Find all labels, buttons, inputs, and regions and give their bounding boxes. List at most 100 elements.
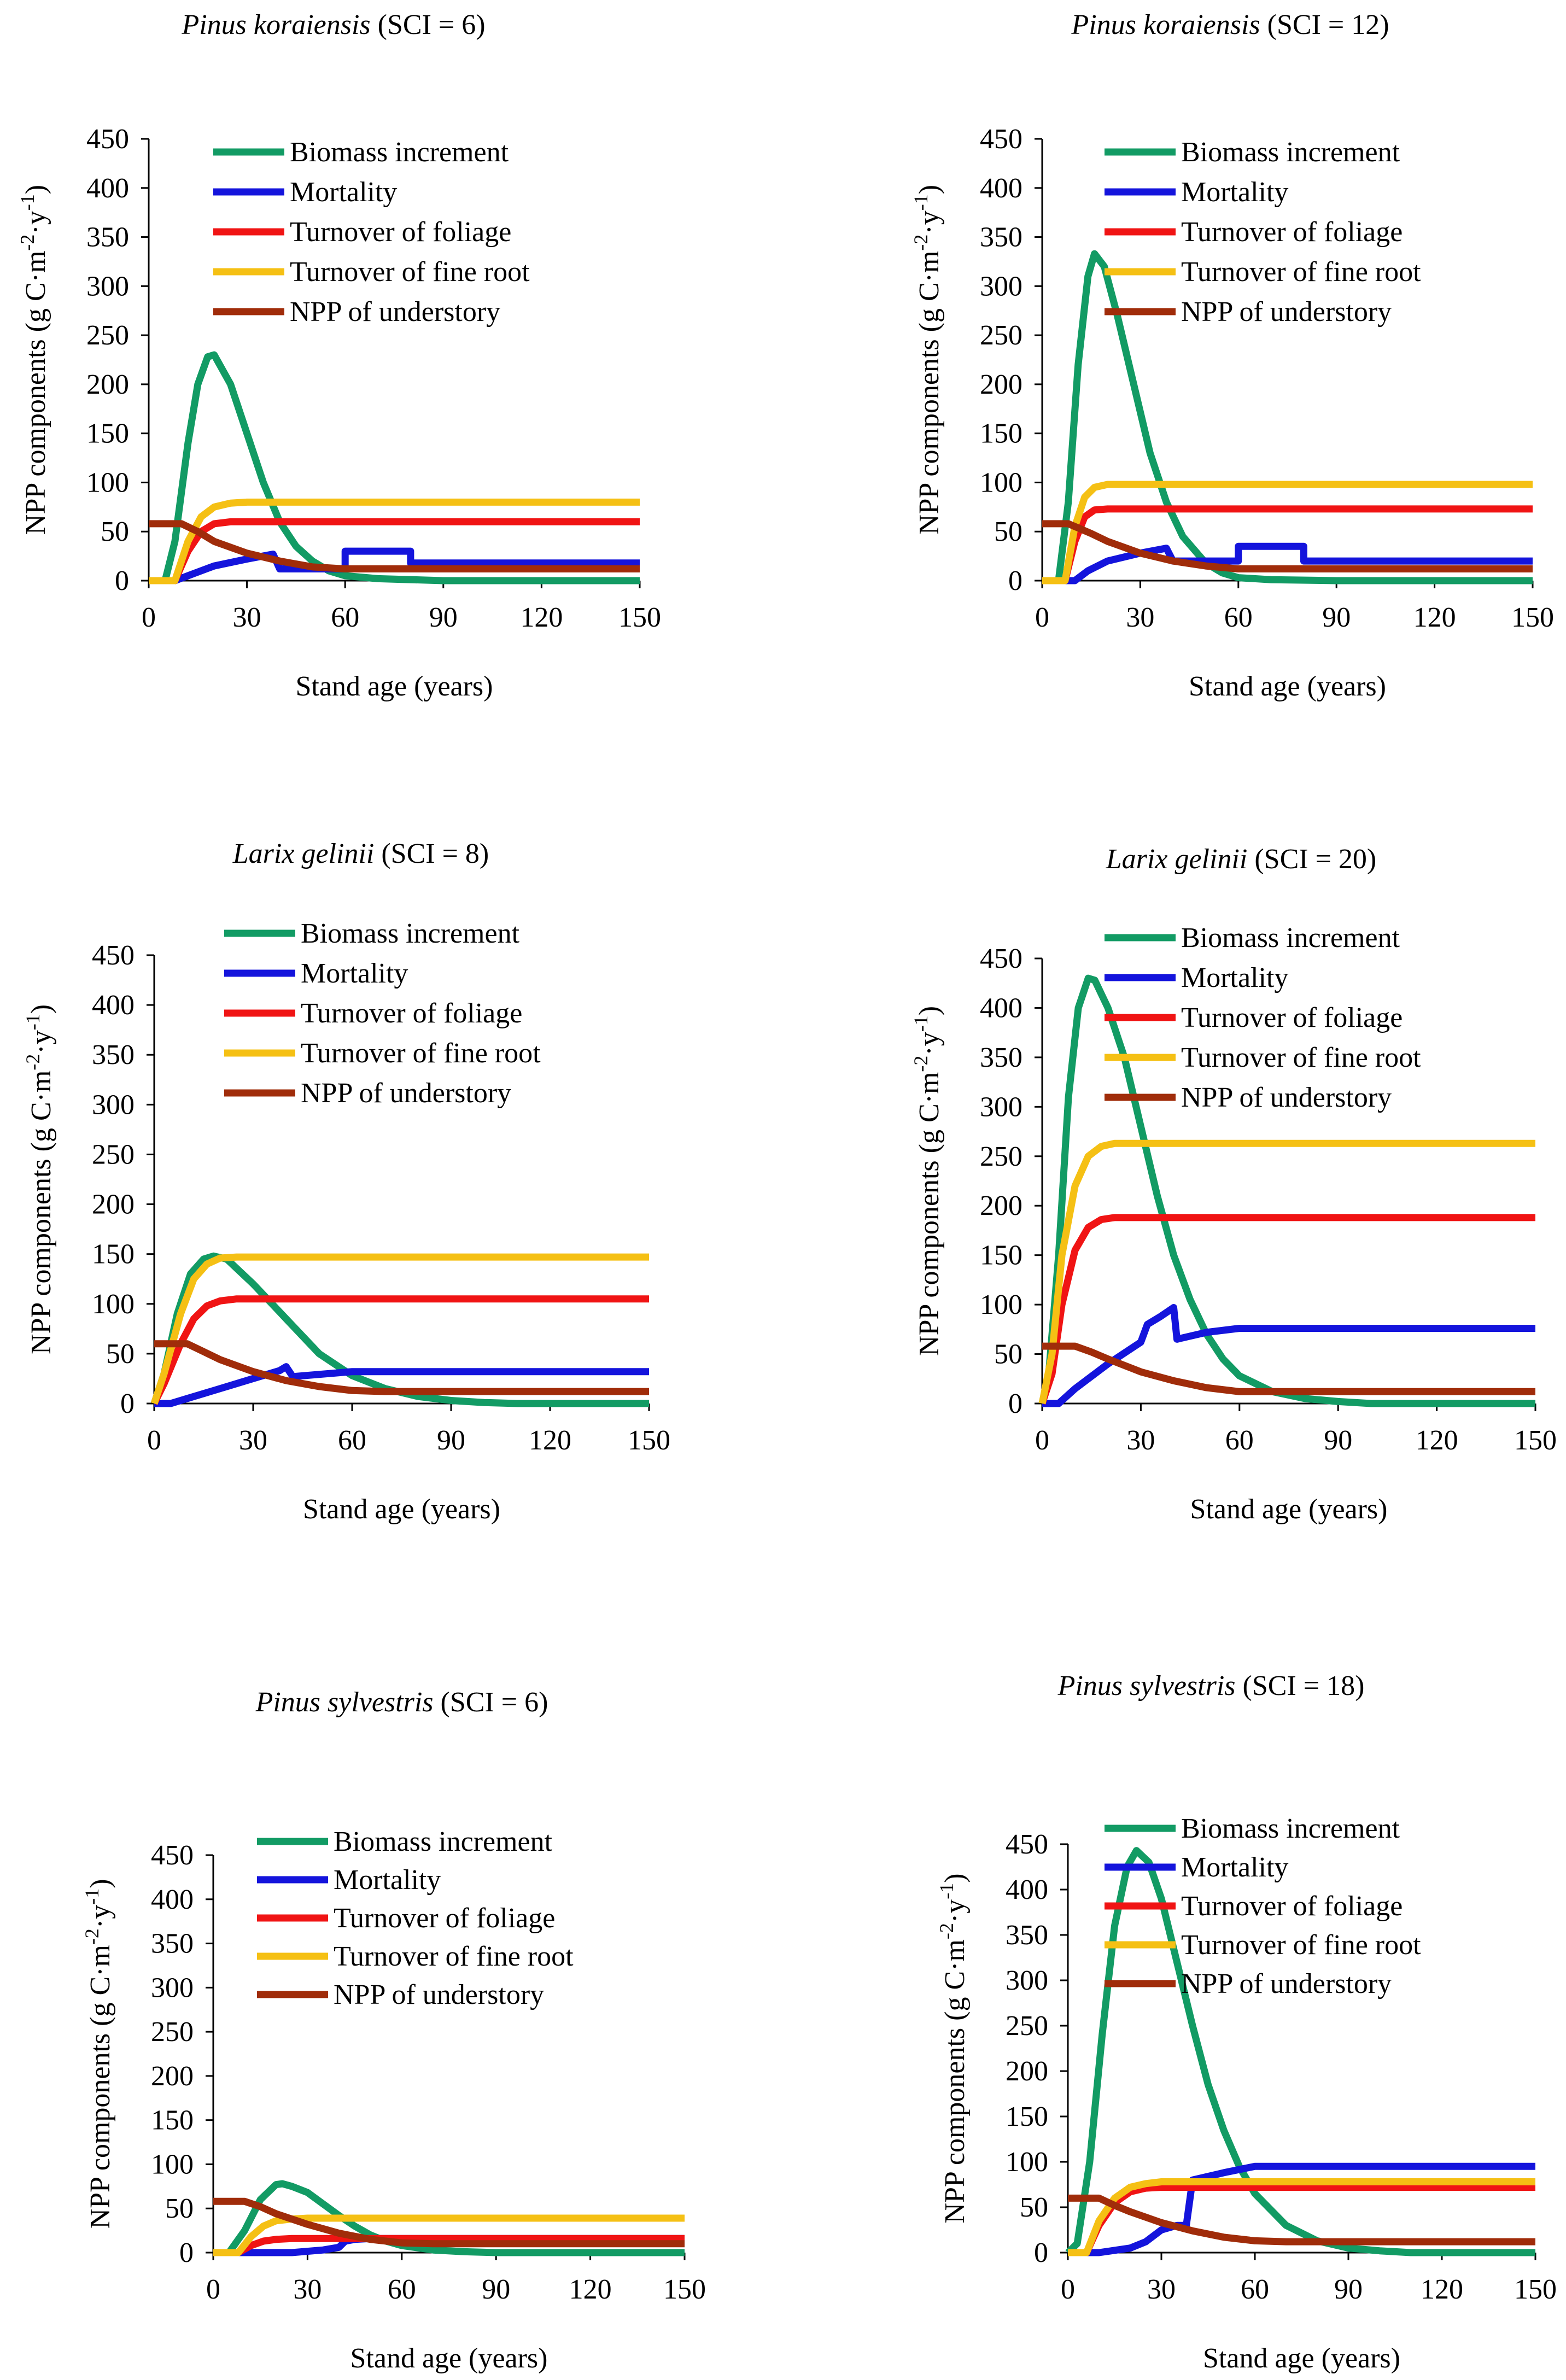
- y-tick-label: 300: [151, 1972, 194, 2003]
- y-axis-label-superscript: -2: [910, 1056, 932, 1072]
- y-tick-label: 400: [86, 173, 129, 204]
- y-tick-label: 100: [1006, 2147, 1048, 2178]
- chart-panel-5: Pinus sylvestris (SCI = 6) 0 50 100 150 200 25…: [81, 1687, 706, 2374]
- y-tick-label: 450: [151, 1840, 194, 1871]
- x-tick-label: 0: [1035, 602, 1049, 633]
- y-axis-label-unit: ): [914, 1006, 945, 1015]
- x-tick-label: 120: [520, 602, 563, 633]
- y-axis-label-superscript: -1: [81, 1888, 103, 1905]
- series-line-3: [1042, 481, 1533, 584]
- series-line-0: [1038, 974, 1535, 1407]
- x-tick-label: 90: [1322, 602, 1351, 633]
- x-axis-label: Stand age (years): [1190, 1494, 1388, 1525]
- y-axis-label-superscript: -1: [910, 1015, 932, 1032]
- y-tick-label: 200: [86, 369, 129, 400]
- chart-title-species: Pinus sylvestris: [1057, 1670, 1236, 1701]
- legend-label-2: Turnover of foliage: [1181, 217, 1403, 248]
- legend-label-1: Mortality: [334, 1864, 441, 1896]
- y-tick-label: 250: [1006, 2010, 1048, 2042]
- y-axis-label-superscript: -2: [910, 235, 932, 251]
- y-tick-label: 0: [179, 2237, 194, 2268]
- y-axis-label-main: NPP components: [26, 1151, 57, 1354]
- y-tick-label: 400: [92, 990, 135, 1021]
- series-line-4: [1042, 520, 1533, 572]
- series-line-4: [1042, 1342, 1535, 1395]
- x-tick-label: 0: [1035, 1425, 1049, 1456]
- y-tick-label: 0: [115, 565, 129, 597]
- y-tick-label: 50: [1020, 2192, 1048, 2223]
- y-tick-label: 150: [92, 1239, 135, 1270]
- y-tick-label: 200: [980, 1190, 1022, 1221]
- chart-title-species: Pinus sylvestris: [255, 1687, 434, 1718]
- x-tick-label: 0: [1061, 2274, 1075, 2305]
- y-tick-label: 200: [92, 1189, 135, 1220]
- y-axis-label-unit: (g C·m: [26, 1071, 57, 1152]
- x-tick-label: 150: [1514, 2274, 1557, 2305]
- series-line-4: [149, 520, 640, 572]
- y-tick-label: 400: [980, 173, 1022, 204]
- y-axis-label-unit: (g C·m: [939, 1939, 971, 2021]
- legend-label-4: NPP of understory: [1181, 296, 1392, 328]
- series-line-0: [1065, 1847, 1535, 2256]
- y-tick-label: 100: [980, 1289, 1022, 1320]
- y-tick-label: 250: [92, 1139, 135, 1170]
- legend: Biomass increment Mortality Turnover of fo…: [257, 1826, 574, 2010]
- y-tick-label: 150: [86, 418, 129, 449]
- legend-label-1: Mortality: [1181, 962, 1288, 993]
- legend-label-2: Turnover of foliage: [1181, 1002, 1403, 1033]
- y-tick-label: 250: [980, 1141, 1022, 1172]
- y-tick-label: 0: [1034, 2237, 1048, 2268]
- legend-label-4: NPP of understory: [1181, 1968, 1392, 1999]
- x-tick-label: 150: [628, 1425, 670, 1456]
- y-tick-label: 150: [980, 1240, 1022, 1271]
- chart-title-sci: (SCI = 20): [1247, 844, 1376, 875]
- y-tick-label: 300: [980, 1091, 1022, 1122]
- legend-label-0: Biomass increment: [290, 137, 509, 168]
- y-tick-label: 100: [86, 467, 129, 498]
- y-tick-label: 400: [151, 1884, 194, 1915]
- y-tick-label: 350: [1006, 1920, 1048, 1951]
- y-tick-label: 50: [165, 2193, 194, 2224]
- y-tick-label: 450: [92, 940, 135, 971]
- legend-label-1: Mortality: [1181, 177, 1288, 208]
- y-tick-label: 450: [1006, 1829, 1048, 1860]
- series-line-3: [1038, 1139, 1535, 1405]
- y-tick-label: 350: [92, 1039, 135, 1071]
- x-tick-label: 150: [618, 602, 661, 633]
- legend-label-3: Turnover of fine root: [1181, 1929, 1421, 1961]
- y-axis-label-unit: (g C·m: [20, 251, 51, 332]
- y-tick-label: 300: [92, 1089, 135, 1120]
- series-line-4: [154, 1340, 649, 1395]
- x-axis-label: Stand age (years): [296, 671, 493, 702]
- chart-title: Larix gelinii (SCI = 20): [1106, 844, 1376, 875]
- legend-label-0: Biomass increment: [1181, 1813, 1400, 1844]
- x-tick-label: 30: [293, 2274, 322, 2305]
- y-axis-label: NPP components (g C·m-2·y-1): [22, 1004, 57, 1354]
- y-tick-label: 400: [1006, 1874, 1048, 1905]
- y-tick-label: 250: [86, 320, 129, 351]
- y-axis-label-unit: ·y: [85, 1905, 116, 1928]
- chart-title-species: Larix gelinii: [1106, 844, 1248, 875]
- series-line-4: [213, 2197, 685, 2248]
- y-axis-label-unit: ·y: [20, 210, 51, 234]
- legend: Biomass increment Mortality Turnover of fo…: [1105, 1813, 1421, 1999]
- chart-title: Larix gelinii (SCI = 8): [232, 838, 489, 869]
- x-tick-label: 120: [1413, 602, 1456, 633]
- legend-label-4: NPP of understory: [334, 1979, 544, 2010]
- y-tick-label: 50: [106, 1338, 135, 1370]
- legend-label-2: Turnover of foliage: [301, 998, 522, 1029]
- y-tick-label: 400: [980, 992, 1022, 1024]
- x-axis-label: Stand age (years): [350, 2343, 548, 2374]
- y-tick-label: 100: [151, 2149, 194, 2180]
- legend-label-1: Mortality: [301, 958, 408, 989]
- legend-label-3: Turnover of fine root: [334, 1941, 574, 1972]
- x-axis-label: Stand age (years): [1203, 2343, 1400, 2374]
- series-line-1: [1042, 542, 1533, 584]
- chart-title: Pinus koraiensis (SCI = 12): [1071, 9, 1389, 40]
- x-tick-label: 90: [437, 1425, 465, 1456]
- y-tick-label: 350: [980, 222, 1022, 253]
- x-tick-label: 60: [388, 2274, 416, 2305]
- legend-label-4: NPP of understory: [301, 1078, 511, 1109]
- legend-label-3: Turnover of fine root: [1181, 1042, 1421, 1073]
